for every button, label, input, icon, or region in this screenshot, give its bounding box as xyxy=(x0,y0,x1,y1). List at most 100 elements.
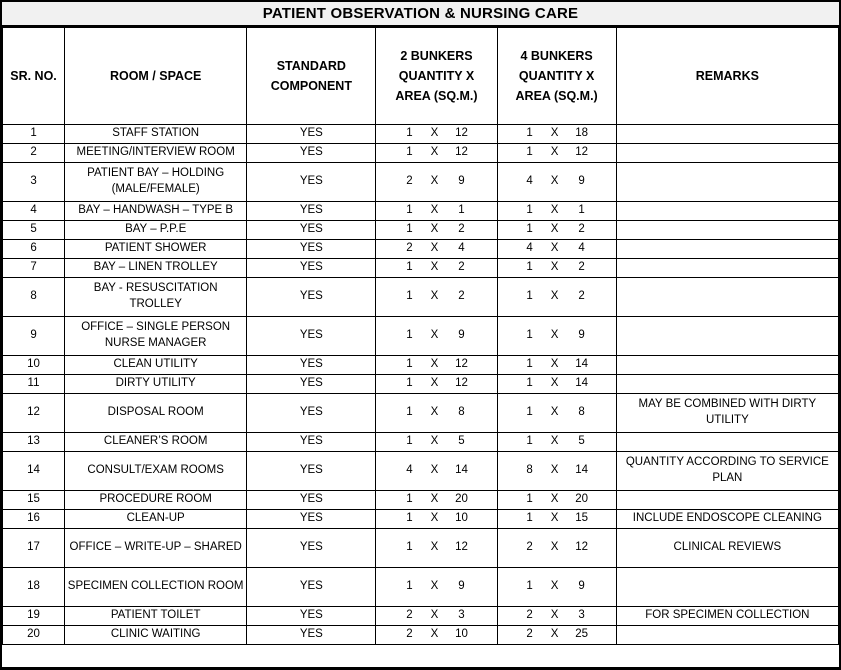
area-4-bunkers: 20 xyxy=(575,493,588,506)
cell-sr-no: 4 xyxy=(1,201,66,221)
cell-sr-no: 1 xyxy=(1,124,66,144)
cell-remarks: CLINICAL REVIEWS xyxy=(615,528,840,568)
multiply-x: X xyxy=(550,223,559,236)
area-4-bunkers: 2 xyxy=(578,223,585,236)
cell-room-space: PATIENT BAY – HOLDING (MALE/FEMALE) xyxy=(64,162,248,202)
qty-2-bunkers: 1 xyxy=(406,493,413,506)
cell-4-bunkers-qty-area: 1 X 2 xyxy=(496,258,617,278)
area-2-bunkers: 2 xyxy=(458,290,465,303)
multiply-x: X xyxy=(550,261,559,274)
qty-2-bunkers: 2 xyxy=(406,242,413,255)
cell-standard-component: YES xyxy=(246,258,377,278)
area-2-bunkers: 10 xyxy=(455,628,468,641)
cell-2-bunkers-qty-area: 1 X 12 xyxy=(375,355,498,375)
cell-4-bunkers-qty-area: 1 X 9 xyxy=(496,316,617,356)
area-2-bunkers: 9 xyxy=(458,580,465,593)
table-title: PATIENT OBSERVATION & NURSING CARE xyxy=(2,2,839,27)
area-2-bunkers: 8 xyxy=(458,406,465,419)
qty-2-bunkers: 1 xyxy=(406,204,413,217)
observation-nursing-care-table: SR. NO. ROOM / SPACE STANDARD COMPONENT … xyxy=(1,27,840,645)
multiply-x: X xyxy=(430,541,439,554)
cell-sr-no: 11 xyxy=(1,374,66,394)
cell-standard-component: YES xyxy=(246,451,377,491)
cell-room-space: CLEAN-UP xyxy=(64,509,248,529)
qty-4-bunkers: 1 xyxy=(526,223,533,236)
area-4-bunkers: 12 xyxy=(575,146,588,159)
multiply-x: X xyxy=(430,204,439,217)
cell-sr-no: 6 xyxy=(1,239,66,259)
multiply-x: X xyxy=(430,580,439,593)
table-header: SR. NO. ROOM / SPACE STANDARD COMPONENT … xyxy=(1,27,840,125)
table-row: 2 MEETING/INTERVIEW ROOM YES 1 X 12 1 X … xyxy=(1,143,840,163)
cell-sr-no: 3 xyxy=(1,162,66,202)
cell-room-space: CLEAN UTILITY xyxy=(64,355,248,375)
cell-4-bunkers-qty-area: 1 X 5 xyxy=(496,432,617,452)
cell-remarks: FOR SPECIMEN COLLECTION xyxy=(615,606,840,626)
area-4-bunkers: 15 xyxy=(575,512,588,525)
cell-room-space: OFFICE – WRITE-UP – SHARED xyxy=(64,528,248,568)
qty-4-bunkers: 1 xyxy=(526,435,533,448)
multiply-x: X xyxy=(430,609,439,622)
qty-2-bunkers: 1 xyxy=(406,406,413,419)
cell-room-space: SPECIMEN COLLECTION ROOM xyxy=(64,567,248,607)
multiply-x: X xyxy=(550,512,559,525)
multiply-x: X xyxy=(550,377,559,390)
qty-2-bunkers: 1 xyxy=(406,127,413,140)
qty-2-bunkers: 1 xyxy=(406,358,413,371)
header-row: SR. NO. ROOM / SPACE STANDARD COMPONENT … xyxy=(1,27,840,125)
cell-room-space: STAFF STATION xyxy=(64,124,248,144)
cell-standard-component: YES xyxy=(246,162,377,202)
qty-4-bunkers: 1 xyxy=(526,377,533,390)
cell-room-space: PATIENT SHOWER xyxy=(64,239,248,259)
cell-standard-component: YES xyxy=(246,528,377,568)
column-header-room-space: ROOM / SPACE xyxy=(64,27,248,125)
cell-standard-component: YES xyxy=(246,201,377,221)
area-4-bunkers: 14 xyxy=(575,464,588,477)
table-row: 15 PROCEDURE ROOM YES 1 X 20 1 X 20 xyxy=(1,490,840,510)
area-4-bunkers: 4 xyxy=(578,242,585,255)
qty-4-bunkers: 1 xyxy=(526,329,533,342)
table-row: 10 CLEAN UTILITY YES 1 X 12 1 X 14 xyxy=(1,355,840,375)
cell-4-bunkers-qty-area: 2 X 25 xyxy=(496,625,617,645)
qty-2-bunkers: 1 xyxy=(406,146,413,159)
cell-sr-no: 20 xyxy=(1,625,66,645)
cell-2-bunkers-qty-area: 1 X 9 xyxy=(375,567,498,607)
cell-standard-component: YES xyxy=(246,355,377,375)
cell-4-bunkers-qty-area: 1 X 2 xyxy=(496,277,617,317)
area-2-bunkers: 12 xyxy=(455,127,468,140)
cell-2-bunkers-qty-area: 1 X 9 xyxy=(375,316,498,356)
table-row: 1 STAFF STATION YES 1 X 12 1 X 18 xyxy=(1,124,840,144)
qty-2-bunkers: 4 xyxy=(406,464,413,477)
qty-2-bunkers: 1 xyxy=(406,223,413,236)
cell-standard-component: YES xyxy=(246,124,377,144)
qty-2-bunkers: 2 xyxy=(406,628,413,641)
area-2-bunkers: 9 xyxy=(458,175,465,188)
area-2-bunkers: 1 xyxy=(458,204,465,217)
multiply-x: X xyxy=(550,290,559,303)
area-4-bunkers: 8 xyxy=(578,406,585,419)
multiply-x: X xyxy=(430,242,439,255)
cell-remarks xyxy=(615,490,840,510)
area-4-bunkers: 14 xyxy=(575,358,588,371)
column-header-standard-component: STANDARD COMPONENT xyxy=(246,27,377,125)
table-row: 17 OFFICE – WRITE-UP – SHARED YES 1 X 12… xyxy=(1,528,840,568)
cell-standard-component: YES xyxy=(246,316,377,356)
qty-2-bunkers: 1 xyxy=(406,512,413,525)
cell-room-space: OFFICE – SINGLE PERSON NURSE MANAGER xyxy=(64,316,248,356)
multiply-x: X xyxy=(430,358,439,371)
cell-standard-component: YES xyxy=(246,509,377,529)
cell-remarks: QUANTITY ACCORDING TO SERVICE PLAN xyxy=(615,451,840,491)
multiply-x: X xyxy=(430,464,439,477)
cell-room-space: BAY - RESUSCITATION TROLLEY xyxy=(64,277,248,317)
cell-4-bunkers-qty-area: 4 X 4 xyxy=(496,239,617,259)
area-4-bunkers: 2 xyxy=(578,261,585,274)
cell-4-bunkers-qty-area: 1 X 9 xyxy=(496,567,617,607)
multiply-x: X xyxy=(550,242,559,255)
cell-4-bunkers-qty-area: 1 X 2 xyxy=(496,220,617,240)
multiply-x: X xyxy=(430,223,439,236)
qty-2-bunkers: 1 xyxy=(406,377,413,390)
multiply-x: X xyxy=(430,512,439,525)
area-4-bunkers: 14 xyxy=(575,377,588,390)
column-header-2-bunkers: 2 BUNKERS QUANTITY X AREA (SQ.M.) xyxy=(375,27,498,125)
cell-2-bunkers-qty-area: 1 X 12 xyxy=(375,143,498,163)
